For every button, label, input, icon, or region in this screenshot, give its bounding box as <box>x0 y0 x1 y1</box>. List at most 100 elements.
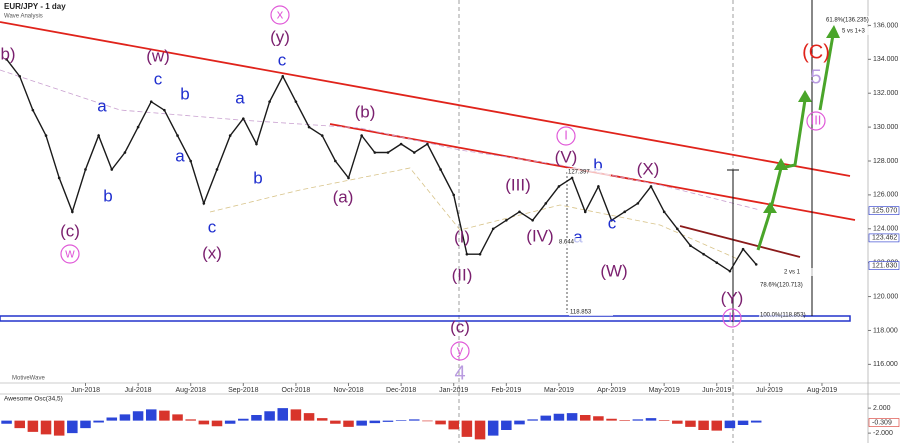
wave-circle <box>556 126 576 146</box>
oscillator-bar <box>382 420 394 422</box>
oscillator-bar <box>750 420 762 423</box>
price-point <box>294 100 298 103</box>
price-point <box>531 219 534 222</box>
oscillator-bar <box>264 411 275 421</box>
price-point <box>518 210 521 214</box>
wave-label: a <box>573 227 583 246</box>
oscillator-bar <box>290 409 302 421</box>
oscillator-bar <box>593 416 604 421</box>
price-point <box>163 108 166 112</box>
note-box <box>825 16 869 24</box>
x-tick-label: Mar-2019 <box>544 387 574 394</box>
oscillator-bar <box>685 420 696 427</box>
price-point <box>649 185 653 188</box>
wave-label: (c) <box>450 317 470 336</box>
trend-line <box>679 225 801 258</box>
note: 118.853 <box>570 310 592 316</box>
price-point <box>597 185 600 188</box>
price-tag-label: 125.070 <box>872 207 897 214</box>
wave-label: (x) <box>202 243 222 262</box>
price-tag <box>868 261 900 270</box>
moving-average <box>0 69 761 211</box>
x-tick-label: Jul-2018 <box>125 387 152 394</box>
note: 8.644 <box>559 240 575 246</box>
oscillator-bar <box>53 420 65 436</box>
wave-label: (III) <box>505 175 531 194</box>
oscillator-bar <box>40 420 52 435</box>
oscillator-bar <box>501 420 512 430</box>
x-tick-label: Aug-2019 <box>807 387 837 394</box>
oscillator-bar <box>67 420 78 434</box>
price-point <box>57 176 61 180</box>
note: 127.397 <box>568 170 590 176</box>
wave-label: I <box>564 127 568 142</box>
oscillator-bar <box>435 420 446 425</box>
price-point <box>149 100 153 103</box>
oscillator-bar <box>422 420 433 422</box>
oscillator-bar <box>514 420 525 425</box>
x-tick-label: May-2019 <box>649 387 680 394</box>
price-point <box>110 168 114 171</box>
wave-label: (y) <box>270 27 290 46</box>
wave-label: (W) <box>600 261 627 280</box>
price-point <box>202 202 206 205</box>
oscillator-bar <box>159 410 170 421</box>
x-tick-label: Jun-2018 <box>71 387 100 394</box>
projection-arrow <box>768 167 783 213</box>
oscillator-bar <box>343 420 354 427</box>
projection-arrow <box>818 34 835 111</box>
wave-label: (I) <box>454 227 470 246</box>
wave-label: b <box>253 168 262 187</box>
oscillator-bar <box>27 420 39 432</box>
last-value-label: -0.309 <box>872 419 892 426</box>
oscillator-bar <box>409 419 420 421</box>
price-point <box>412 151 416 154</box>
wave-circle <box>270 5 290 25</box>
price-point <box>570 176 574 180</box>
oscillator-bar <box>487 420 499 436</box>
price-point <box>97 134 100 137</box>
y-tick-label: 132.000 <box>873 90 898 97</box>
x-tick-label: Sep-2018 <box>228 387 258 394</box>
x-tick-label: Jun-2019 <box>702 387 731 394</box>
price-point <box>228 134 232 137</box>
price-point <box>662 210 666 214</box>
price-point <box>439 168 442 171</box>
wave-label: 4 <box>454 362 465 384</box>
x-tick-label: Jan-2019 <box>439 387 468 394</box>
price-point <box>715 261 719 264</box>
wave-label: a <box>235 88 245 107</box>
oscillator-bar <box>14 420 25 429</box>
oscillator-bar <box>316 418 328 421</box>
wave-label: a <box>175 146 185 165</box>
note-box <box>558 238 602 246</box>
price-tag-label: 123.462 <box>872 235 897 242</box>
x-tick-label: Jul-2019 <box>756 387 783 394</box>
oscillator-bar <box>132 411 144 421</box>
oscillator-bar <box>474 420 486 440</box>
price-point <box>44 134 48 137</box>
note-box <box>567 168 611 176</box>
oscillator-bar <box>303 413 315 421</box>
y-tick-label: -2.000 <box>873 430 893 437</box>
price-point <box>373 151 377 154</box>
oscillator-bar <box>238 418 249 421</box>
oscillator-bar <box>185 419 196 421</box>
oscillator-bar <box>93 420 104 423</box>
oscillator-bar <box>80 420 91 429</box>
price-point <box>189 159 192 163</box>
trend-line <box>0 21 851 177</box>
price-point <box>255 142 258 146</box>
note: 78.6%(120.713) <box>760 283 803 289</box>
support-band <box>0 315 851 322</box>
price-point <box>702 252 705 256</box>
price-point <box>623 210 626 214</box>
price-point <box>676 227 679 231</box>
wave-label: (a) <box>333 187 354 206</box>
oscillator-bar <box>579 415 591 421</box>
oscillator-bar <box>553 413 565 421</box>
chart-subtitle: Wave Analysis <box>4 14 43 20</box>
wave-label: 5 <box>810 66 821 88</box>
note: 100.0%(118.853) <box>760 313 806 319</box>
